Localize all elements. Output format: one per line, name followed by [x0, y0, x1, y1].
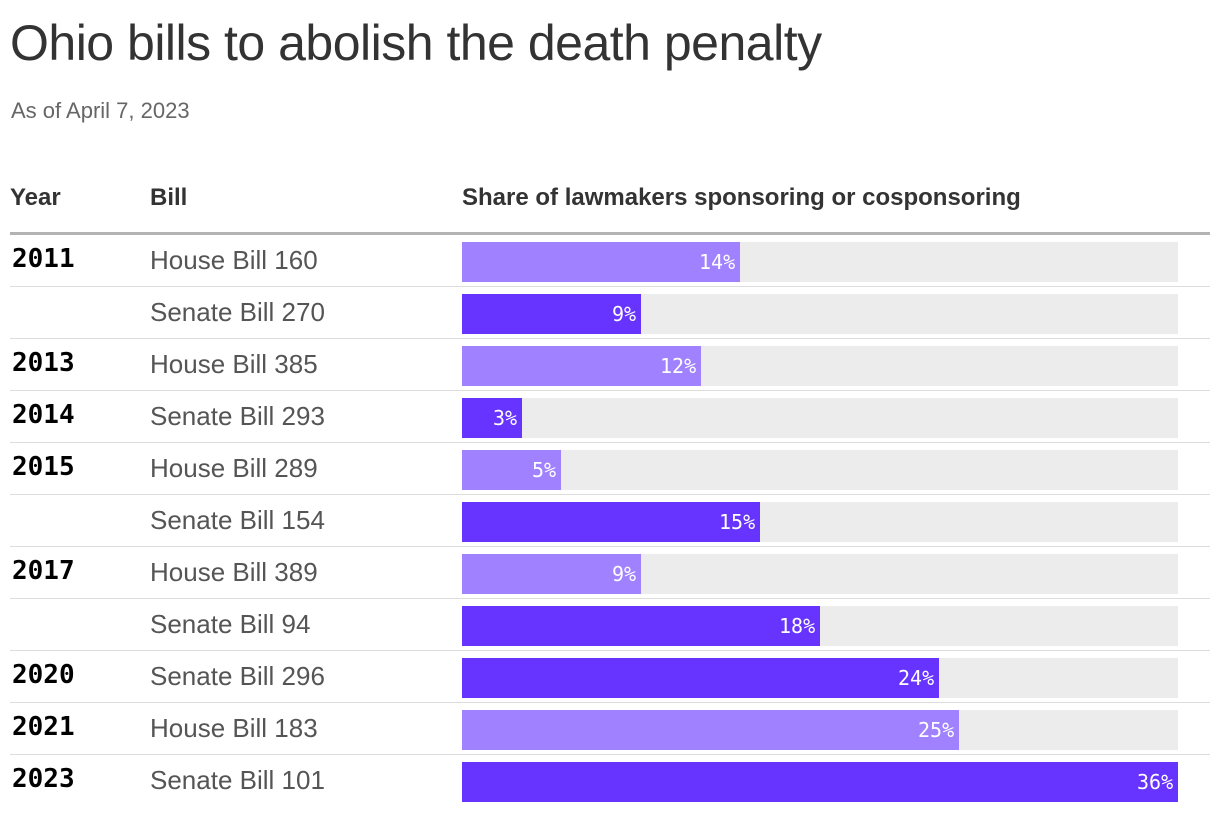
column-header-year: Year: [10, 184, 61, 211]
table-row: 2023 Senate Bill 101 36%: [10, 755, 1210, 807]
bar-value-label: 24%: [898, 666, 935, 690]
row-bill-name: House Bill 385: [150, 349, 318, 379]
bar: [462, 502, 760, 542]
row-bill-name: Senate Bill 296: [150, 661, 325, 691]
row-divider: [10, 442, 1210, 443]
bar-track: 18%: [462, 606, 1178, 646]
bar: [462, 710, 959, 750]
bar: [462, 346, 701, 386]
row-year: 2020: [12, 660, 75, 690]
table-row: Senate Bill 270 9%: [10, 287, 1210, 339]
bar-track: 15%: [462, 502, 1178, 542]
bar-track: 12%: [462, 346, 1178, 386]
bar-track: 14%: [462, 242, 1178, 282]
row-bill-name: Senate Bill 154: [150, 505, 325, 535]
bar: [462, 450, 561, 490]
chart-subtitle: As of April 7, 2023: [11, 98, 190, 123]
row-year: 2014: [12, 400, 75, 430]
row-year: 2017: [12, 556, 75, 586]
row-year: 2015: [12, 452, 75, 482]
row-year: 2021: [12, 712, 75, 742]
bar-value-label: 5%: [532, 458, 557, 482]
bar-track: 24%: [462, 658, 1178, 698]
bar: [462, 242, 740, 282]
row-divider: [10, 494, 1210, 495]
bar-track: 9%: [462, 554, 1178, 594]
table-row: 2020 Senate Bill 296 24%: [10, 651, 1210, 703]
row-bill-name: House Bill 160: [150, 245, 318, 275]
row-divider: [10, 598, 1210, 599]
row-bill-name: House Bill 183: [150, 713, 318, 743]
row-divider: [10, 286, 1210, 287]
bar-value-label: 12%: [660, 354, 697, 378]
row-divider: [10, 702, 1210, 703]
bar-value-label: 14%: [699, 250, 736, 274]
bar-value-label: 15%: [719, 510, 756, 534]
bar-track: 5%: [462, 450, 1178, 490]
bar-value-label: 25%: [918, 718, 955, 742]
table-row: 2013 House Bill 385 12%: [10, 339, 1210, 391]
bar-value-label: 36%: [1137, 770, 1174, 794]
bar-track: 25%: [462, 710, 1178, 750]
bar-track: 9%: [462, 294, 1178, 334]
row-divider: [10, 650, 1210, 651]
row-bill-name: Senate Bill 94: [150, 609, 311, 639]
bar-value-label: 3%: [493, 406, 518, 430]
header-divider: [10, 232, 1210, 235]
table-row: 2021 House Bill 183 25%: [10, 703, 1210, 755]
bar: [462, 658, 939, 698]
row-bill-name: Senate Bill 293: [150, 401, 325, 431]
table-row: 2014 Senate Bill 293 3%: [10, 391, 1210, 443]
bar: [462, 762, 1178, 802]
row-bill-name: House Bill 389: [150, 557, 318, 587]
bar-track: 36%: [462, 762, 1178, 802]
bar-value-label: 9%: [612, 562, 637, 586]
row-divider: [10, 390, 1210, 391]
column-header-bill: Bill: [150, 184, 188, 211]
chart-title: Ohio bills to abolish the death penalty: [10, 15, 822, 71]
bar: [462, 294, 641, 334]
row-divider: [10, 754, 1210, 755]
table-row: 2011 House Bill 160 14%: [10, 235, 1210, 287]
bar: [462, 398, 522, 438]
row-divider: [10, 546, 1210, 547]
bar-track: 3%: [462, 398, 1178, 438]
row-year: 2023: [12, 764, 75, 794]
table-row: Senate Bill 154 15%: [10, 495, 1210, 547]
bar: [462, 554, 641, 594]
row-divider: [10, 338, 1210, 339]
table-row: 2015 House Bill 289 5%: [10, 443, 1210, 495]
column-header-share: Share of lawmakers sponsoring or cospons…: [462, 184, 1021, 211]
row-bill-name: Senate Bill 101: [150, 765, 325, 795]
row-bill-name: Senate Bill 270: [150, 297, 325, 327]
table-row: 2017 House Bill 389 9%: [10, 547, 1210, 599]
table-row: Senate Bill 94 18%: [10, 599, 1210, 651]
row-bill-name: House Bill 289: [150, 453, 318, 483]
bar: [462, 606, 820, 646]
bar-value-label: 18%: [779, 614, 816, 638]
row-year: 2013: [12, 348, 75, 378]
bar-value-label: 9%: [612, 302, 637, 326]
row-year: 2011: [12, 244, 75, 274]
